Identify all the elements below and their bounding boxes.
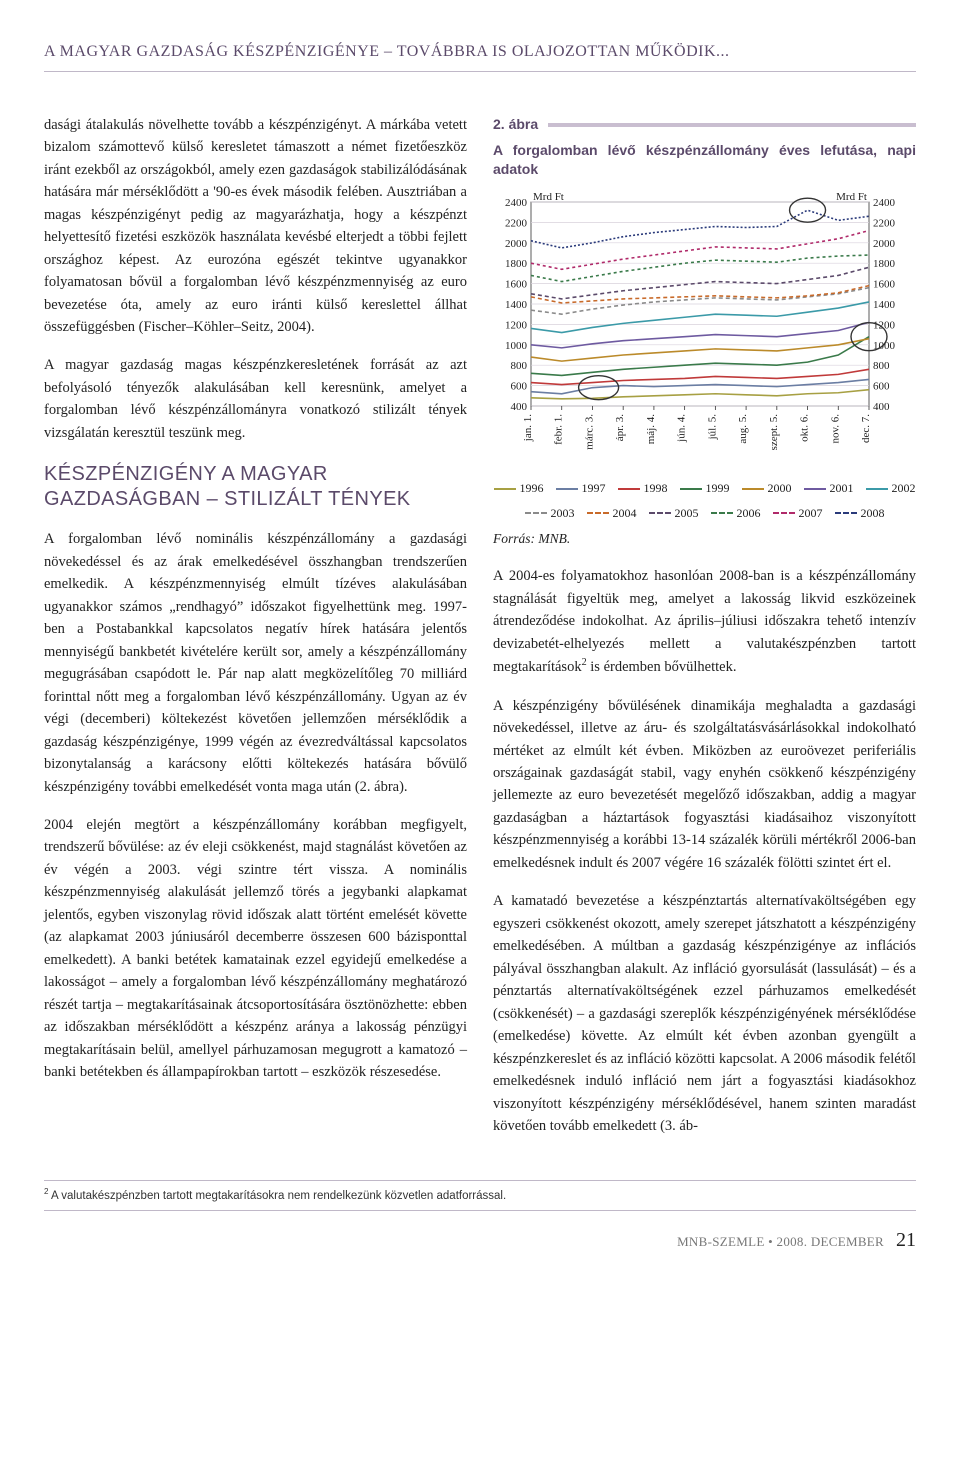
figure-label: 2. ábra xyxy=(493,114,538,136)
figure-title: A forgalomban lévő készpénzállomány éves… xyxy=(493,141,916,177)
svg-text:1400: 1400 xyxy=(873,299,896,311)
svg-text:febr. 1.: febr. 1. xyxy=(553,414,565,445)
svg-text:400: 400 xyxy=(511,401,528,413)
svg-text:800: 800 xyxy=(873,360,890,372)
svg-text:2200: 2200 xyxy=(505,217,528,229)
legend-label: 1999 xyxy=(706,479,730,498)
legend-swatch xyxy=(618,488,640,490)
svg-text:2400: 2400 xyxy=(505,197,528,209)
body-paragraph: A 2004-es folyamatokhoz hasonlóan 2008-b… xyxy=(493,565,916,678)
legend-label: 1998 xyxy=(644,479,668,498)
legend-swatch xyxy=(866,488,888,490)
svg-text:600: 600 xyxy=(511,380,528,392)
legend-label: 2006 xyxy=(737,504,761,523)
left-column: dasági átalakulás növelhette tovább a ké… xyxy=(44,114,467,1154)
legend-item: 1999 xyxy=(680,479,730,498)
svg-text:okt. 6.: okt. 6. xyxy=(799,414,811,442)
legend-swatch xyxy=(742,488,764,490)
svg-text:Mrd Ft: Mrd Ft xyxy=(836,191,867,203)
svg-text:1400: 1400 xyxy=(505,299,528,311)
figure-label-rule xyxy=(548,123,916,127)
body-paragraph: A forgalomban lévő nominális készpénzáll… xyxy=(44,528,467,798)
svg-text:nov. 6.: nov. 6. xyxy=(829,414,841,444)
legend-swatch xyxy=(773,512,795,514)
legend-label: 2007 xyxy=(799,504,823,523)
legend-item: 1996 xyxy=(494,479,544,498)
chart-legend: 1996 1997 1998 1999 2000 2001 2002 2003 2004 2005… xyxy=(493,479,916,522)
body-paragraph: A magyar gazdaság magas készpénzkereslet… xyxy=(44,354,467,444)
legend-swatch xyxy=(711,512,733,514)
legend-item: 2004 xyxy=(587,504,637,523)
body-paragraph: A kamatadó bevezetése a készpénztartás a… xyxy=(493,890,916,1137)
svg-text:2200: 2200 xyxy=(873,217,896,229)
legend-swatch xyxy=(804,488,826,490)
svg-text:máj. 4.: máj. 4. xyxy=(645,414,657,444)
figure-source: Forrás: MNB. xyxy=(493,529,916,550)
legend-swatch xyxy=(556,488,578,490)
svg-text:2400: 2400 xyxy=(873,197,896,209)
legend-swatch xyxy=(494,488,516,490)
legend-item: 2006 xyxy=(711,504,761,523)
svg-text:jan. 1.: jan. 1. xyxy=(522,414,534,442)
page-footer: MNB-SZEMLE • 2008. DECEMBER 21 xyxy=(44,1225,916,1256)
legend-swatch xyxy=(525,512,547,514)
footnote: 2 A valutakészpénzben tartott megtakarít… xyxy=(44,1180,916,1212)
legend-item: 1998 xyxy=(618,479,668,498)
figure-label-row: 2. ábra xyxy=(493,114,916,136)
legend-label: 1996 xyxy=(520,479,544,498)
svg-text:Mrd Ft: Mrd Ft xyxy=(533,191,564,203)
legend-label: 2005 xyxy=(675,504,699,523)
body-paragraph: 2004 elején megtört a készpénzállomány k… xyxy=(44,814,467,1084)
svg-text:2000: 2000 xyxy=(505,238,528,250)
page-number: 21 xyxy=(896,1225,916,1256)
svg-text:szept. 5.: szept. 5. xyxy=(768,414,780,451)
legend-swatch xyxy=(587,512,609,514)
svg-text:1000: 1000 xyxy=(505,340,528,352)
svg-text:aug. 5.: aug. 5. xyxy=(737,414,749,444)
section-heading: KÉSZPÉNZIGÉNY A MAGYAR GAZDASÁGBAN – STI… xyxy=(44,462,467,512)
svg-text:1800: 1800 xyxy=(505,258,528,270)
legend-item: 2002 xyxy=(866,479,916,498)
legend-item: 2001 xyxy=(804,479,854,498)
body-paragraph: dasági átalakulás növelhette tovább a ké… xyxy=(44,114,467,339)
legend-label: 2002 xyxy=(892,479,916,498)
legend-swatch xyxy=(680,488,702,490)
legend-item: 1997 xyxy=(556,479,606,498)
footer-issue: MNB-SZEMLE • 2008. DECEMBER xyxy=(677,1232,884,1252)
legend-label: 2000 xyxy=(768,479,792,498)
legend-label: 2001 xyxy=(830,479,854,498)
legend-item: 2008 xyxy=(835,504,885,523)
svg-text:júl. 5.: júl. 5. xyxy=(706,414,718,441)
right-column: 2. ábra A forgalomban lévő készpénzállom… xyxy=(493,114,916,1154)
svg-text:800: 800 xyxy=(511,360,528,372)
legend-item: 2003 xyxy=(525,504,575,523)
legend-label: 1997 xyxy=(582,479,606,498)
legend-label: 2008 xyxy=(861,504,885,523)
two-column-body: dasági átalakulás növelhette tovább a ké… xyxy=(44,114,916,1154)
svg-text:ápr. 3.: ápr. 3. xyxy=(614,414,626,441)
legend-swatch xyxy=(835,512,857,514)
footnote-text: A valutakészpénzben tartott megtakarítás… xyxy=(48,1189,506,1201)
svg-text:1600: 1600 xyxy=(505,278,528,290)
svg-text:2000: 2000 xyxy=(873,238,896,250)
legend-item: 2000 xyxy=(742,479,792,498)
svg-text:márc. 3.: márc. 3. xyxy=(583,414,595,450)
legend-label: 2004 xyxy=(613,504,637,523)
svg-text:1800: 1800 xyxy=(873,258,896,270)
legend-item: 2007 xyxy=(773,504,823,523)
legend-swatch xyxy=(649,512,671,514)
svg-text:1200: 1200 xyxy=(505,319,528,331)
body-paragraph: A készpénzigény bővülésének dinamikája m… xyxy=(493,695,916,875)
line-chart: 4004006006008008001000100012001200140014… xyxy=(493,188,916,523)
text-run: is érdemben bővülhettek. xyxy=(587,659,737,675)
chart-svg: 4004006006008008001000100012001200140014… xyxy=(493,188,907,468)
legend-item: 2005 xyxy=(649,504,699,523)
running-head: A MAGYAR GAZDASÁG KÉSZPÉNZIGÉNYE – TOVÁB… xyxy=(44,40,916,72)
svg-text:dec. 7.: dec. 7. xyxy=(860,414,872,443)
svg-text:1600: 1600 xyxy=(873,278,896,290)
legend-label: 2003 xyxy=(551,504,575,523)
svg-text:jún. 4.: jún. 4. xyxy=(676,414,688,443)
svg-text:400: 400 xyxy=(873,401,890,413)
svg-text:600: 600 xyxy=(873,380,890,392)
